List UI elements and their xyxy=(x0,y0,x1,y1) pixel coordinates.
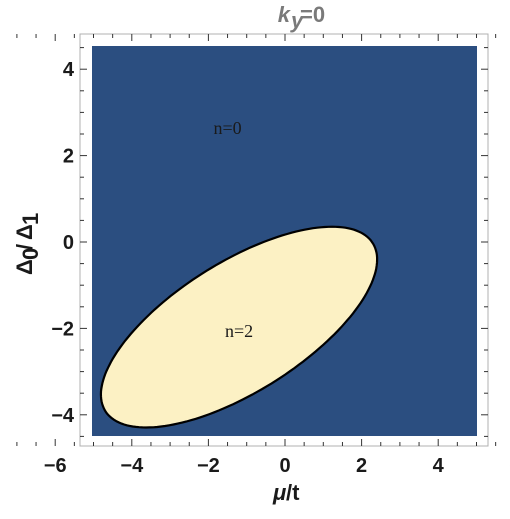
y-label-sub0: 0 xyxy=(18,248,43,260)
y-tick-label: 4 xyxy=(63,59,75,81)
y-tick-label: 0 xyxy=(63,232,74,254)
y-tick-label: 2 xyxy=(63,146,74,168)
region-label-n0: n=0 xyxy=(213,118,241,138)
title-rest: =0 xyxy=(300,2,325,27)
title-main: k xyxy=(278,2,292,27)
y-tick-labels: −4 −2 0 2 4 xyxy=(51,59,75,427)
y-label-sub1: 1 xyxy=(18,213,43,225)
x-tick-label: −2 xyxy=(197,455,220,477)
y-tick-label: −2 xyxy=(51,318,74,340)
region-label-n2: n=2 xyxy=(225,321,253,341)
plot-frame xyxy=(79,33,489,447)
y-tick-label: −4 xyxy=(51,405,75,427)
y-label-delta1: Δ xyxy=(12,224,37,240)
x-tick-label: 2 xyxy=(356,455,367,477)
x-tick-label: −4 xyxy=(120,455,144,477)
region-n2 xyxy=(99,225,379,429)
y-label-slash: / xyxy=(12,244,37,250)
x-axis-label-symbol: μ xyxy=(272,480,286,505)
y-axis-label: Δ 0 / Δ 1 xyxy=(12,213,43,275)
x-tick-label: 0 xyxy=(279,455,290,477)
frame-ticks xyxy=(16,34,497,446)
x-axis-label: μ /t xyxy=(272,480,300,505)
chart-title: k y =0 xyxy=(278,2,325,33)
title-subscript: y xyxy=(290,8,305,33)
x-tick-label: 4 xyxy=(433,455,445,477)
y-label-delta0: Δ xyxy=(12,259,37,275)
x-tick-label: −6 xyxy=(44,455,67,477)
x-axis-label-rest: /t xyxy=(286,480,300,505)
x-tick-labels: −6−4−20246 xyxy=(44,455,510,477)
